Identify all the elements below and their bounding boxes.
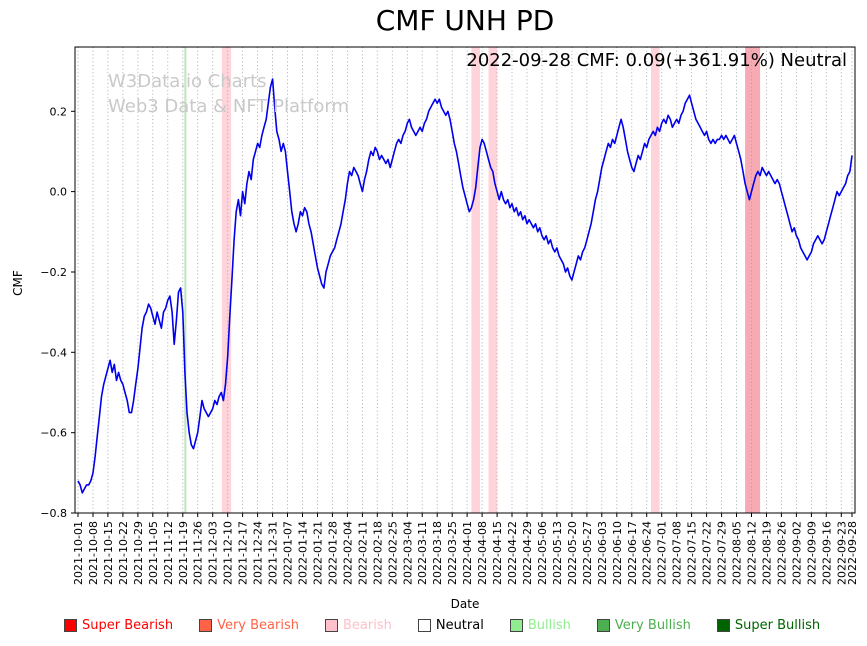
x-tick-label: 2021-10-08 — [87, 521, 100, 585]
x-tick-label: 2022-08-26 — [775, 521, 788, 585]
legend-label: Bearish — [342, 618, 392, 633]
legend-swatch-icon — [716, 619, 730, 632]
y-tick-label: −0.2 — [40, 266, 67, 279]
x-tick-label: 2021-11-05 — [147, 521, 160, 585]
x-tick-label: 2021-10-29 — [132, 521, 145, 585]
x-tick-label: 2022-01-07 — [282, 521, 295, 585]
legend-label: Super Bullish — [734, 618, 821, 633]
legend-swatch-icon — [64, 619, 77, 632]
x-tick-label: 2022-06-17 — [626, 521, 639, 585]
x-axis-label: Date — [450, 597, 480, 611]
x-tick-label: 2021-12-17 — [237, 521, 250, 585]
x-tick-label: 2021-10-15 — [102, 521, 115, 585]
y-tick-label: 0.2 — [50, 105, 68, 118]
plot-frame — [74, 46, 856, 514]
x-tick-label: 2022-09-23 — [835, 521, 848, 585]
x-tick-label: 2022-05-06 — [536, 521, 549, 585]
x-tick-label: 2022-02-04 — [341, 521, 354, 585]
legend-item-very-bullish: Very Bullish — [596, 618, 691, 633]
sentiment-band-bearish — [221, 47, 232, 513]
x-tick-label: 2022-06-03 — [596, 521, 609, 585]
legend-swatch-icon — [199, 619, 213, 632]
x-tick-label: 2022-09-28 — [846, 521, 859, 585]
x-tick-label: 2022-07-15 — [686, 521, 699, 585]
x-tick-label: 2022-06-10 — [611, 521, 624, 585]
x-tick-label: 2021-11-19 — [177, 521, 190, 585]
x-tick-label: 2021-10-22 — [117, 521, 130, 585]
sentiment-band-bullish — [184, 47, 187, 513]
x-tick-label: 2022-02-11 — [356, 521, 369, 585]
x-tick-label: 2022-09-09 — [805, 521, 818, 585]
x-tick-label: 2022-01-21 — [312, 521, 325, 585]
x-tick-label: 2022-07-01 — [656, 521, 669, 585]
x-tick-label: 2022-03-18 — [431, 521, 444, 585]
x-tick-label: 2022-04-15 — [491, 521, 504, 585]
sentiment-legend: Super Bearish Very Bearish Bearish Neutral B… — [64, 618, 820, 633]
legend-swatch-icon — [324, 619, 338, 632]
x-tick-label: 2022-05-13 — [551, 521, 564, 585]
legend-swatch-icon — [596, 619, 610, 632]
x-tick-label: 2022-04-29 — [521, 521, 534, 585]
legend-item-bearish: Bearish — [324, 618, 392, 633]
x-tick-label: 2022-01-28 — [326, 521, 339, 585]
x-tick-label: 2022-05-20 — [566, 521, 579, 585]
watermark-line2: Web3 Data & NFT Platform — [108, 95, 350, 117]
x-tick-label: 2022-07-22 — [701, 521, 714, 585]
chart-title: CMF UNH PD — [375, 4, 555, 37]
sentiment-band-very-bearish — [745, 47, 761, 513]
x-tick-label: 2022-09-02 — [790, 521, 803, 585]
x-tick-label: 2022-08-12 — [746, 521, 759, 585]
watermark: W3Data.io Charts Web3 Data & NFT Platfor… — [108, 70, 349, 120]
cmf-line — [77, 78, 853, 494]
x-tick-label: 2022-08-05 — [731, 521, 744, 585]
x-tick-label: 2021-12-03 — [207, 521, 220, 585]
sentiment-band-bearish — [651, 47, 660, 513]
y-tick-label: −0.8 — [40, 507, 67, 520]
legend-label: Bullish — [527, 618, 571, 633]
legend-item-bullish: Bullish — [509, 618, 571, 633]
y-tick-label: −0.6 — [40, 427, 67, 440]
x-tick-label: 2022-07-29 — [716, 521, 729, 585]
x-tick-label: 2021-11-26 — [192, 521, 205, 585]
legend-swatch-icon — [509, 619, 523, 632]
legend-label: Very Bearish — [217, 618, 299, 633]
x-tick-label: 2022-03-25 — [446, 521, 459, 585]
x-tick-label: 2022-05-27 — [581, 521, 594, 585]
legend-item-neutral: Neutral — [417, 618, 484, 633]
x-tick-label: 2022-02-18 — [371, 521, 384, 585]
legend-item-super-bearish: Super Bearish — [64, 618, 173, 633]
y-axis-label: CMF — [11, 270, 25, 296]
y-tick-label: −0.4 — [40, 346, 67, 359]
legend-label: Very Bullish — [614, 618, 691, 633]
x-tick-label: 2022-04-22 — [506, 521, 519, 585]
x-tick-label: 2022-07-08 — [671, 521, 684, 585]
x-tick-label: 2021-10-01 — [72, 521, 85, 585]
x-tick-label: 2022-06-24 — [641, 521, 654, 585]
legend-label: Super Bearish — [82, 618, 174, 633]
x-tick-label: 2021-12-24 — [252, 521, 265, 585]
x-tick-label: 2022-02-25 — [386, 521, 399, 585]
watermark-line1: W3Data.io Charts — [108, 71, 267, 92]
legend-label: Neutral — [435, 618, 484, 633]
sentiment-band-bearish — [488, 47, 498, 513]
x-tick-label: 2022-08-19 — [761, 521, 774, 585]
x-tick-label: 2022-04-01 — [461, 521, 474, 585]
x-tick-label: 2022-04-08 — [476, 521, 489, 585]
x-tick-label: 2021-12-10 — [222, 521, 235, 585]
legend-item-very-bearish: Very Bearish — [199, 618, 299, 633]
y-tick-label: 0.0 — [50, 186, 68, 199]
legend-swatch-icon — [417, 619, 431, 632]
latest-value-annotation: 2022-09-28 CMF: 0.09(+361.91%) Neutral — [466, 50, 847, 71]
x-tick-label: 2022-03-04 — [401, 521, 414, 585]
x-tick-label: 2022-03-11 — [416, 521, 429, 585]
x-tick-label: 2022-09-16 — [820, 521, 833, 585]
x-tick-label: 2022-01-14 — [297, 521, 310, 585]
legend-item-super-bullish: Super Bullish — [716, 618, 821, 633]
x-tick-label: 2021-11-12 — [162, 521, 175, 585]
sentiment-band-bearish — [471, 47, 480, 513]
x-tick-label: 2021-12-31 — [267, 521, 280, 585]
